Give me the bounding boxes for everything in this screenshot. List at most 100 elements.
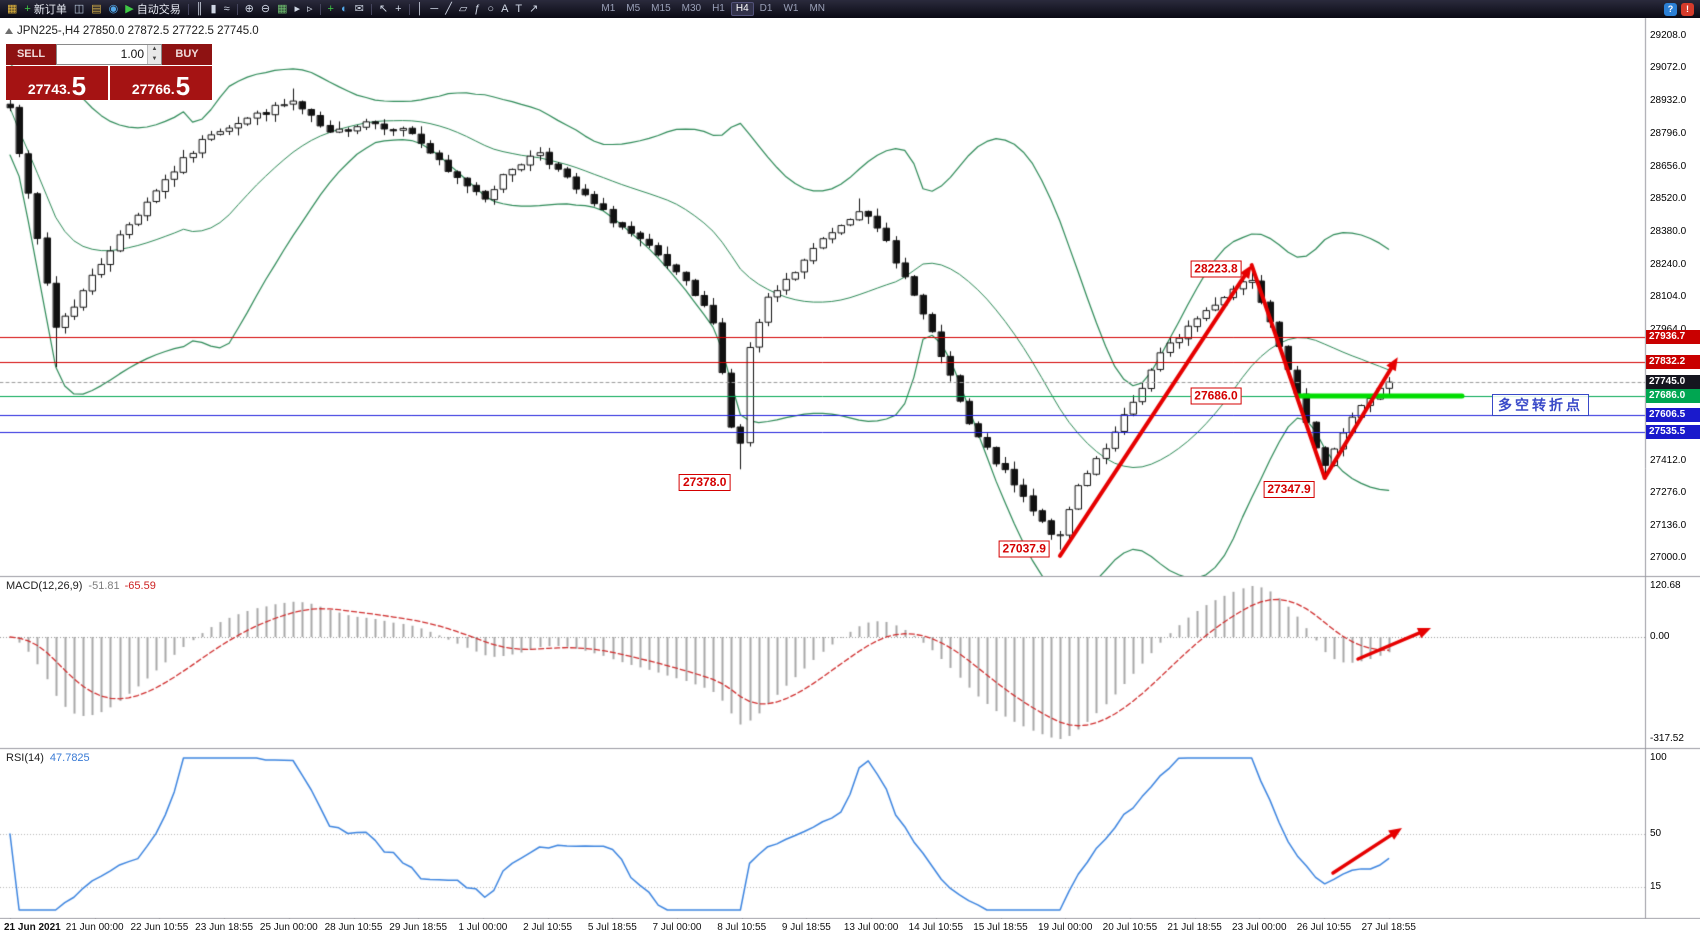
price-scale[interactable]	[1645, 18, 1700, 918]
macd-scale-label: 0.00	[1650, 631, 1670, 642]
price-annotation[interactable]: 27037.9	[998, 540, 1050, 558]
candles-chart-icon[interactable]: ▮	[208, 1, 220, 17]
auto-trading-button[interactable]: ▶ 自动交易	[122, 1, 183, 17]
horizontal-line-icon[interactable]: ─	[427, 1, 441, 17]
time-axis-label: 15 Jul 18:55	[973, 922, 1028, 933]
buy-price-fraction: 5	[175, 71, 191, 101]
rsi-pane[interactable]	[0, 749, 1645, 918]
timeframe-m30-button[interactable]: M30	[681, 3, 702, 14]
cursor-icon[interactable]: ↖	[376, 1, 391, 17]
buy-price-main: 27766.	[131, 81, 175, 97]
timeframe-d1-button[interactable]: D1	[759, 3, 773, 14]
period-icon[interactable]: ◐	[338, 1, 351, 17]
price-scale-label: 27000.0	[1650, 552, 1687, 564]
timeframe-h4-button[interactable]: H4	[730, 2, 754, 16]
price-scale-label: 27136.0	[1650, 520, 1687, 532]
new-order-button[interactable]: + 新订单	[21, 1, 69, 17]
time-axis-label: 21 Jul 18:55	[1167, 922, 1222, 933]
macd-pane[interactable]	[0, 577, 1645, 748]
price-annotation[interactable]: 27347.9	[1263, 481, 1315, 498]
lot-up-icon[interactable]: ▲	[148, 45, 161, 55]
time-axis[interactable]: 21 Jun 2021 21 Jun 00:00 22 Jun 10:55 23 Ju…	[0, 919, 1700, 938]
zoom-in-icon[interactable]: ⊕	[242, 1, 257, 17]
mail-icon[interactable]: ✉	[352, 1, 367, 17]
crosshair-icon: +	[395, 3, 402, 15]
arrows-icon: ↗	[529, 3, 539, 15]
charts-grid-icon[interactable]: ◫	[71, 1, 87, 17]
cursor-icon: ↖	[378, 3, 389, 15]
chart-shift-icon[interactable]: ▹	[304, 1, 316, 17]
buy-button[interactable]: BUY	[162, 44, 212, 65]
buy-price-button[interactable]: 27766. 5	[110, 66, 212, 100]
price-annotation[interactable]: 28223.8	[1190, 260, 1242, 278]
trendline-icon[interactable]: ╱	[442, 1, 455, 17]
market-watch-icon[interactable]: ◉	[106, 1, 122, 17]
lot-input[interactable]: 1.00 ▲ ▼	[56, 44, 162, 65]
bars-chart-icon[interactable]: ║	[193, 1, 207, 17]
sell-button[interactable]: SELL	[6, 44, 56, 65]
timeframe-mn-button[interactable]: MN	[809, 3, 826, 14]
toolbar-separator	[236, 3, 238, 15]
time-axis-label: 20 Jul 10:55	[1102, 922, 1158, 933]
macd-value1: -51.81	[88, 580, 120, 592]
line-chart-icon[interactable]: ≈	[221, 1, 233, 17]
horizontal-line-icon: ─	[430, 3, 439, 15]
time-axis-label: 23 Jul 00:00	[1232, 922, 1287, 933]
toolbar-separator	[319, 3, 321, 15]
symbol-ohlc-info: JPN225-,H4 27850.0 27872.5 27722.5 27745…	[17, 25, 259, 37]
toolbar-button-group: ▦ + 新订单 ◫ ▤ ◉ ▶ 自动交易 ║ ▮ ≈ ⊕ ⊖ ▦ ▸ ▹ + ◐ ✉ ↖ + │ ─ ╱ ▱ ƒ ○ A T ↗	[4, 1, 541, 17]
profiles-icon[interactable]: ▤	[88, 1, 104, 17]
label-icon[interactable]: T	[512, 1, 525, 17]
macd-value2: -65.59	[124, 580, 156, 592]
time-axis-label: 7 Jul 00:00	[652, 922, 702, 933]
time-axis-label: 21 Jun 00:00	[65, 922, 124, 933]
price-annotation[interactable]: 27378.0	[679, 473, 731, 491]
lot-down-icon[interactable]: ▼	[148, 54, 161, 64]
rsi-value: 47.7825	[49, 752, 90, 764]
toolbar: ▦ + 新订单 ◫ ▤ ◉ ▶ 自动交易 ║ ▮ ≈ ⊕ ⊖ ▦ ▸ ▹ + ◐ ✉ ↖ + │ ─ ╱ ▱ ƒ ○ A T ↗ M1 M5…	[0, 0, 1700, 18]
time-axis-label: 8 Jul 10:55	[717, 922, 767, 933]
auto-trading-button-label: 自动交易	[136, 4, 181, 16]
vertical-line-icon[interactable]: │	[414, 1, 427, 17]
price-scale-label: 29072.0	[1650, 62, 1687, 74]
shapes-icon[interactable]: ○	[484, 1, 497, 17]
time-axis-label: 26 Jul 10:55	[1296, 922, 1352, 933]
one-click-collapse-arrow[interactable]	[5, 28, 13, 34]
new-order-icon: +	[24, 3, 31, 15]
arrows-icon[interactable]: ↗	[526, 1, 541, 17]
timeframe-m15-button[interactable]: M15	[651, 3, 671, 14]
zoom-out-icon[interactable]: ⊖	[258, 1, 273, 17]
help-icon[interactable]: ?	[1664, 2, 1677, 16]
time-axis-label: 27 Jul 18:55	[1361, 922, 1416, 933]
time-axis-label: 14 Jul 10:55	[908, 922, 964, 933]
new-chart-icon[interactable]: +	[325, 1, 337, 17]
time-axis-label: 22 Jun 10:55	[130, 922, 189, 933]
price-scale-label: 29208.0	[1650, 30, 1687, 42]
sell-price-main: 27743.	[27, 81, 71, 97]
toolbar-separator	[408, 3, 410, 15]
timeframe-h1-button[interactable]: H1	[712, 3, 725, 14]
auto-scroll-icon[interactable]: ▸	[291, 1, 303, 17]
fibonacci-icon[interactable]: ƒ	[471, 1, 483, 17]
app-logo-icon[interactable]: ▦	[4, 1, 20, 17]
zoom-out-icon: ⊖	[260, 3, 271, 15]
price-annotation[interactable]: 27686.0	[1190, 387, 1242, 405]
turning-point-label[interactable]: 多空转折点	[1492, 394, 1589, 417]
mail-icon: ✉	[354, 3, 364, 15]
crosshair-icon[interactable]: +	[392, 1, 404, 17]
alert-icon[interactable]: !	[1681, 2, 1694, 16]
trendline-icon: ╱	[445, 3, 452, 15]
lot-stepper[interactable]: ▲ ▼	[147, 45, 161, 64]
channel-icon[interactable]: ▱	[456, 1, 470, 17]
time-axis-label: 21 Jun 2021	[4, 922, 61, 933]
sell-price-button[interactable]: 27743. 5	[6, 66, 108, 100]
lot-value[interactable]: 1.00	[120, 47, 144, 61]
time-axis-label: 1 Jul 00:00	[458, 922, 508, 933]
main-chart-pane[interactable]	[0, 18, 1645, 576]
timeframe-m1-button[interactable]: M1	[601, 3, 616, 14]
tile-windows-icon[interactable]: ▦	[274, 1, 290, 17]
timeframe-w1-button[interactable]: W1	[783, 3, 799, 14]
timeframe-m5-button[interactable]: M5	[626, 3, 641, 14]
text-icon[interactable]: A	[498, 1, 511, 17]
